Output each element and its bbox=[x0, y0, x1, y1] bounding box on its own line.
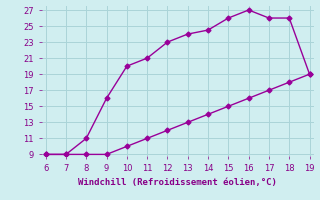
X-axis label: Windchill (Refroidissement éolien,°C): Windchill (Refroidissement éolien,°C) bbox=[78, 178, 277, 187]
